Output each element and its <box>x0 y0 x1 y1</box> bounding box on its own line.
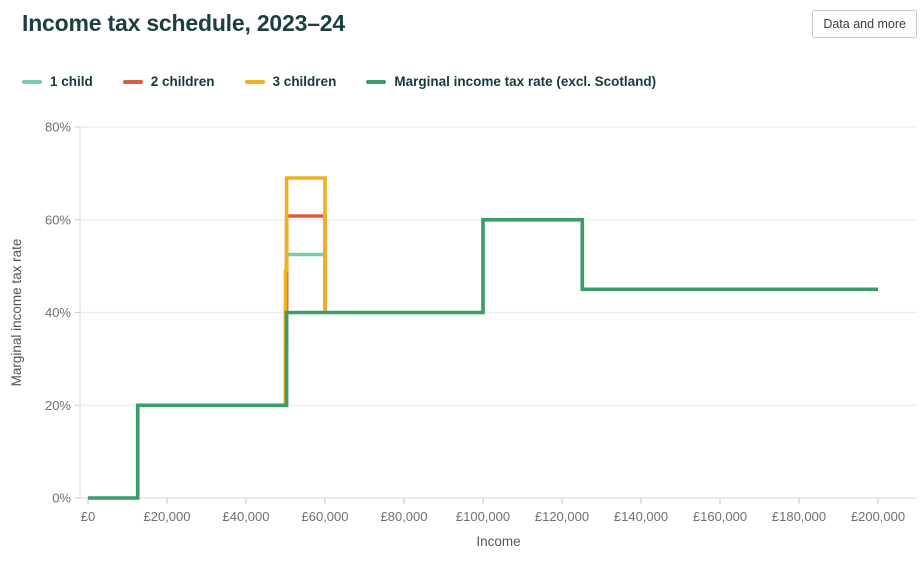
x-axis-title: Income <box>476 534 520 549</box>
x-tick-label: £200,000 <box>851 509 905 524</box>
legend-item-marginal-income-tax-rate-excl-scotland: Marginal income tax rate (excl. Scotland… <box>366 74 656 89</box>
x-tick-label: £120,000 <box>535 509 589 524</box>
legend-item-2-children: 2 children <box>122 74 215 89</box>
legend-label: 1 child <box>50 74 93 89</box>
legend-swatch-icon <box>244 79 265 84</box>
data-and-more-button[interactable]: Data and more <box>812 10 917 38</box>
y-tick-label: 80% <box>45 120 71 135</box>
legend: 1 child 2 children 3 children Marginal inco… <box>22 74 656 89</box>
legend-swatch-icon <box>22 79 42 84</box>
x-tick-label: £60,000 <box>302 509 349 524</box>
x-tick-label: £180,000 <box>772 509 826 524</box>
page-title: Income tax schedule, 2023–24 <box>22 10 345 36</box>
series-line-3-children <box>283 176 327 406</box>
legend-label: 2 children <box>150 74 215 89</box>
x-tick-label: £40,000 <box>223 509 270 524</box>
x-tick-label: £160,000 <box>693 509 747 524</box>
x-tick-label: £0 <box>81 509 95 524</box>
y-tick-label: 40% <box>45 305 71 320</box>
y-tick-label: 20% <box>45 398 71 413</box>
legend-swatch-icon <box>122 79 143 84</box>
legend-swatch-icon <box>366 79 387 84</box>
x-tick-label: £20,000 <box>144 509 191 524</box>
legend-item-1-child: 1 child <box>22 74 93 89</box>
series-line-marginal-income-tax-rate-excl-scotland <box>88 218 878 500</box>
series-line-2-children <box>283 214 327 406</box>
y-tick-label: 60% <box>45 212 71 227</box>
legend-label: Marginal income tax rate (excl. Scotland… <box>394 74 657 89</box>
legend-label: 3 children <box>272 74 337 89</box>
y-axis-title: Marginal income tax rate <box>9 239 24 387</box>
x-tick-label: £100,000 <box>456 509 510 524</box>
x-tick-label: £140,000 <box>614 509 668 524</box>
series-line-1-child <box>283 252 327 406</box>
legend-item-3-children: 3 children <box>244 74 337 89</box>
y-tick-label: 0% <box>52 491 71 506</box>
x-tick-label: £80,000 <box>381 509 428 524</box>
